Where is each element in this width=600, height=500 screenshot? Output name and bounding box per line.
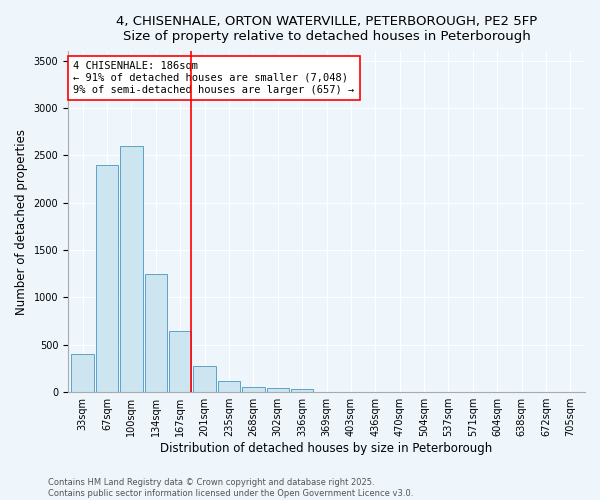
Y-axis label: Number of detached properties: Number of detached properties	[15, 128, 28, 314]
Text: 4 CHISENHALE: 186sqm
← 91% of detached houses are smaller (7,048)
9% of semi-det: 4 CHISENHALE: 186sqm ← 91% of detached h…	[73, 62, 355, 94]
Bar	[145, 274, 167, 392]
Bar	[169, 330, 191, 392]
Bar	[291, 390, 313, 392]
Bar	[193, 366, 216, 392]
Bar	[120, 146, 143, 392]
Text: Contains HM Land Registry data © Crown copyright and database right 2025.
Contai: Contains HM Land Registry data © Crown c…	[48, 478, 413, 498]
Bar	[71, 354, 94, 392]
Bar	[218, 381, 240, 392]
Bar	[242, 386, 265, 392]
Bar	[96, 165, 118, 392]
X-axis label: Distribution of detached houses by size in Peterborough: Distribution of detached houses by size …	[160, 442, 493, 455]
Title: 4, CHISENHALE, ORTON WATERVILLE, PETERBOROUGH, PE2 5FP
Size of property relative: 4, CHISENHALE, ORTON WATERVILLE, PETERBO…	[116, 15, 537, 43]
Bar	[266, 388, 289, 392]
